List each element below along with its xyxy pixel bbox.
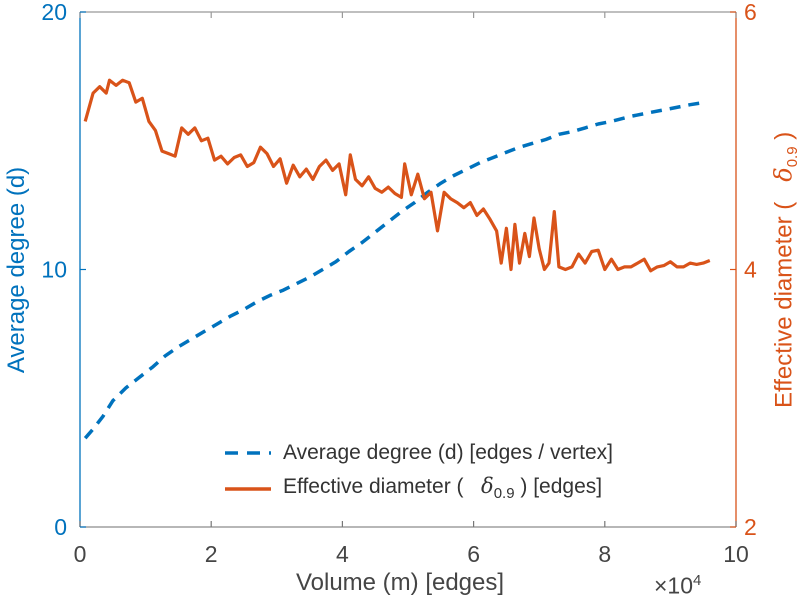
x-tick-label: 4 bbox=[336, 541, 349, 567]
legend-label-average-degree: Average degree (d) [edges / vertex] bbox=[283, 440, 613, 464]
delta-subscript: 0.9 bbox=[493, 485, 515, 503]
legend-item-effective-diameter: Effective diameter ( δ0.9 ) [edges] bbox=[224, 474, 613, 503]
x-tick-label: 8 bbox=[598, 541, 611, 567]
average-degree-line bbox=[83, 100, 707, 440]
x-tick-label: 10 bbox=[723, 541, 749, 567]
right-y-tick-label: 2 bbox=[744, 514, 757, 540]
x-tick-label: 0 bbox=[74, 541, 87, 567]
right-y-tick-label: 4 bbox=[744, 257, 757, 283]
x-axis-multiplier: ×104 bbox=[654, 572, 702, 599]
left-y-tick-label: 0 bbox=[54, 514, 67, 540]
x-tick-label: 2 bbox=[205, 541, 218, 567]
delta-symbol: δ bbox=[481, 474, 494, 499]
legend-item-average-degree: Average degree (d) [edges / vertex] bbox=[224, 438, 613, 467]
legend-label-effective-diameter: Effective diameter ( δ0.9 ) [edges] bbox=[283, 474, 603, 503]
legend-dashed-line-swatch bbox=[225, 450, 271, 455]
x-tick-label: 6 bbox=[467, 541, 480, 567]
legend: Average degree (d) [edges / vertex] Effe… bbox=[224, 438, 613, 503]
left-y-tick-label: 10 bbox=[41, 257, 67, 283]
effective-diameter-line bbox=[83, 78, 711, 273]
multiplier-exponent: 4 bbox=[693, 572, 702, 589]
right-y-tick-label: 6 bbox=[744, 0, 757, 25]
x-axis-label: Volume (m) [edges] bbox=[295, 569, 505, 596]
left-y-tick-label: 20 bbox=[41, 0, 67, 25]
legend-solid-line-swatch bbox=[225, 486, 271, 491]
